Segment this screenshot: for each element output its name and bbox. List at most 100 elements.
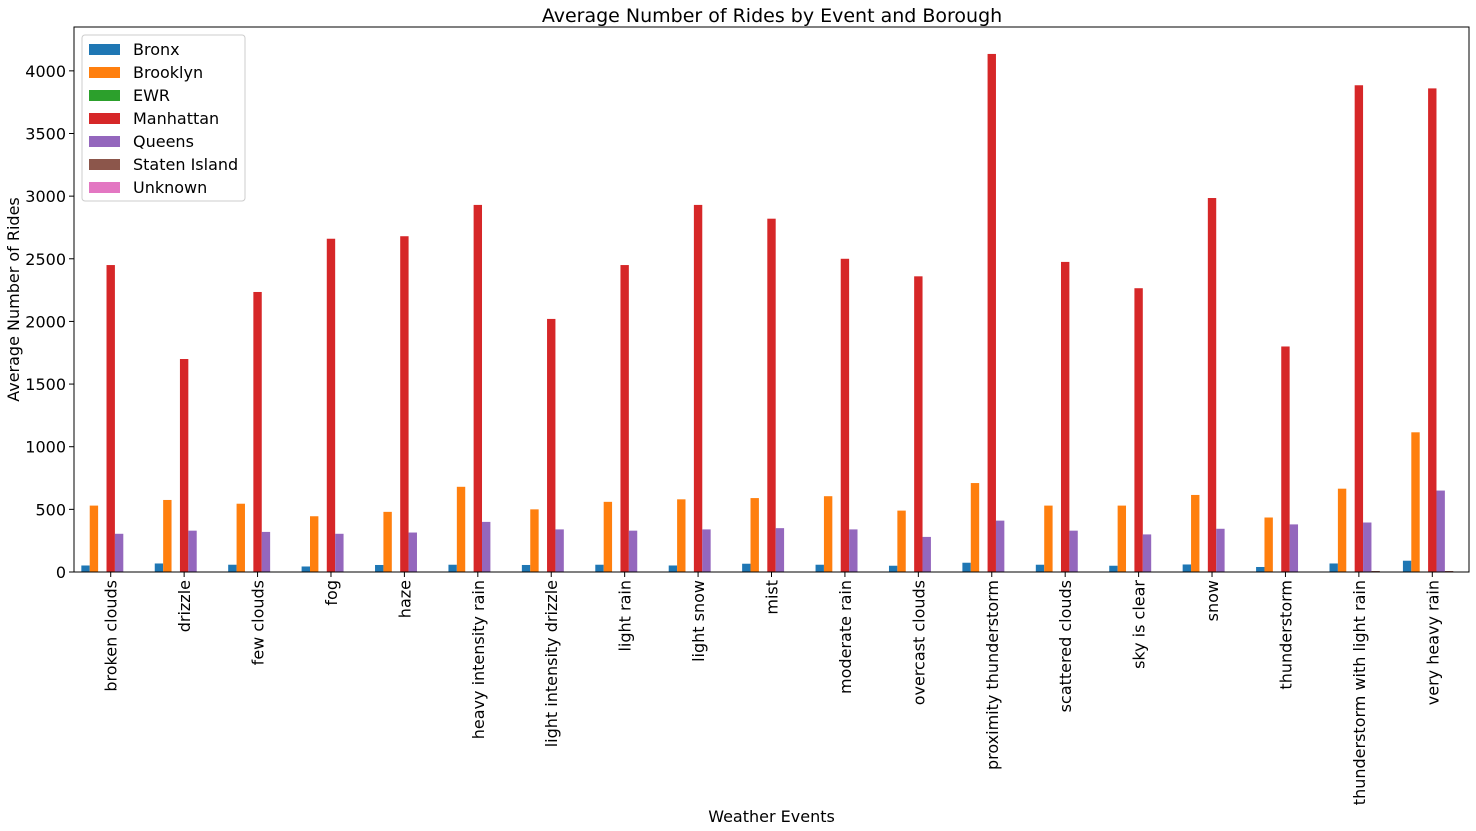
bar-bronx-8	[668, 565, 678, 572]
y-tick-label: 4000	[25, 62, 66, 81]
bar-brooklyn-18	[1411, 432, 1420, 572]
x-tick-label: sky is clear	[1130, 580, 1149, 669]
bar-brooklyn-15	[1191, 494, 1200, 572]
bar-bronx-7	[595, 564, 604, 572]
bar-bronx-0	[81, 565, 90, 572]
bar-bronx-12	[962, 562, 971, 572]
x-tick-label: broken clouds	[102, 580, 121, 692]
legend-label: Unknown	[133, 178, 207, 197]
bar-brooklyn-12	[970, 483, 980, 572]
bar-bronx-15	[1182, 564, 1192, 572]
x-tick-label: scattered clouds	[1056, 580, 1075, 712]
bar-manhattan-15	[1207, 198, 1217, 572]
legend-label: Brooklyn	[133, 63, 203, 82]
x-tick-label: haze	[395, 580, 414, 618]
legend: Bronx Brooklyn EWR Manhattan Queens Staten Is…	[81, 34, 246, 202]
y-tick-label: 3500	[25, 124, 66, 143]
bars-group	[81, 53, 1454, 573]
legend-frame	[81, 34, 246, 202]
bar-queens-5	[482, 521, 491, 572]
legend-swatch-bronx	[89, 44, 120, 55]
bar-queens-0	[114, 533, 124, 572]
legend-label: Queens	[133, 132, 194, 151]
x-tick-label: proximity thunderstorm	[983, 580, 1002, 770]
x-tick-label: very heavy rain	[1423, 580, 1442, 705]
bar-bronx-10	[815, 564, 824, 572]
x-tick-label: thunderstorm	[1276, 580, 1295, 690]
bar-queens-10	[849, 529, 858, 572]
x-tick-label: overcast clouds	[909, 580, 928, 705]
bar-queens-14	[1142, 534, 1152, 572]
x-tick-label: drizzle	[175, 580, 194, 632]
bar-bronx-11	[888, 565, 898, 572]
bar-bronx-3	[301, 566, 310, 572]
bar-queens-11	[922, 536, 931, 572]
bar-brooklyn-11	[897, 510, 906, 572]
y-tick-label: 0	[56, 563, 66, 582]
bar-manhattan-2	[253, 291, 262, 572]
bar-queens-7	[628, 530, 638, 572]
bar-brooklyn-17	[1337, 488, 1347, 572]
bar-bronx-17	[1329, 563, 1338, 572]
y-tick-label: 3000	[25, 187, 66, 206]
x-tick-label: heavy intensity rain	[469, 580, 488, 739]
x-tick-label: fog	[322, 580, 341, 606]
legend-swatch-staten-island	[89, 159, 120, 170]
bar-brooklyn-9	[750, 498, 759, 572]
y-tick-label: 500	[35, 500, 66, 519]
legend-swatch-brooklyn	[89, 67, 120, 78]
legend-swatch-manhattan	[89, 113, 120, 124]
x-axis: broken clouds drizzle few clouds fog haze hea…	[102, 572, 1442, 805]
bar-brooklyn-6	[530, 509, 539, 572]
legend-label: Manhattan	[133, 109, 219, 128]
bar-queens-13	[1069, 530, 1078, 572]
bar-queens-2	[261, 531, 271, 572]
x-tick-label: light intensity drizzle	[542, 580, 561, 747]
x-tick-label: moderate rain	[836, 580, 855, 694]
bar-queens-18	[1436, 490, 1445, 572]
x-tick-label: light snow	[689, 580, 708, 662]
bar-brooklyn-2	[236, 503, 245, 572]
bar-brooklyn-7	[603, 501, 613, 572]
x-tick-label: light rain	[616, 580, 635, 652]
bar-brooklyn-13	[1044, 505, 1053, 572]
bar-brooklyn-10	[823, 496, 833, 572]
bar-queens-1	[188, 530, 197, 572]
bar-manhattan-4	[400, 236, 409, 573]
bar-bronx-5	[448, 564, 457, 572]
bar-bronx-6	[521, 564, 531, 572]
bar-manhattan-0	[106, 265, 115, 572]
bar-bronx-18	[1402, 560, 1412, 572]
x-tick-label: mist	[763, 580, 782, 615]
bar-bronx-14	[1109, 565, 1118, 572]
bar-brooklyn-3	[310, 516, 319, 572]
bar-manhattan-8	[693, 204, 703, 572]
bar-bronx-16	[1256, 566, 1265, 572]
bar-brooklyn-1	[163, 499, 172, 572]
bar-manhattan-13	[1060, 261, 1070, 572]
bar-brooklyn-0	[89, 505, 99, 572]
bar-queens-15	[1216, 528, 1225, 572]
bar-brooklyn-14	[1117, 505, 1127, 572]
bar-manhattan-10	[840, 258, 850, 572]
bar-bronx-4	[375, 564, 384, 572]
bar-manhattan-11	[914, 276, 923, 572]
bar-bronx-9	[742, 563, 751, 572]
bar-brooklyn-5	[456, 486, 466, 572]
bar-queens-17	[1363, 522, 1372, 572]
legend-swatch-unknown	[89, 182, 120, 193]
y-axis-label: Average Number of Rides	[4, 197, 23, 402]
bar-bronx-2	[228, 564, 237, 572]
bar-manhattan-7	[620, 265, 629, 572]
y-axis: 0 500 1000 1500 2000 2500 3000 3500 4000	[25, 62, 74, 582]
bar-manhattan-5	[473, 204, 483, 572]
bar-brooklyn-8	[677, 499, 686, 572]
bar-manhattan-1	[179, 359, 189, 572]
bar-manhattan-17	[1354, 85, 1364, 572]
bar-queens-4	[408, 532, 417, 572]
bar-queens-8	[702, 529, 711, 572]
bar-bronx-13	[1035, 564, 1045, 572]
x-tick-label: snow	[1203, 580, 1222, 621]
bar-manhattan-18	[1428, 88, 1437, 572]
